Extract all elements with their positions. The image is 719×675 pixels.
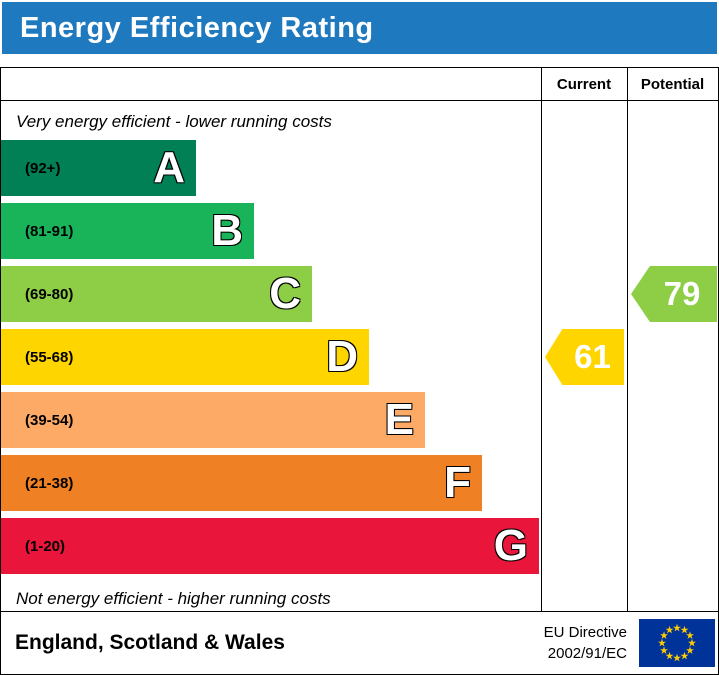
region-label: England, Scotland & Wales bbox=[15, 631, 285, 654]
band-bar-e: (39-54) E bbox=[1, 392, 425, 448]
current-column-header: Current bbox=[556, 75, 612, 93]
band-range-c: (69-80) bbox=[25, 285, 74, 303]
rating-bands: (92+) A (81-91) B (69-80) C bbox=[1, 140, 718, 581]
top-note: Very energy efficient - lower running co… bbox=[16, 112, 332, 131]
band-range-b: (81-91) bbox=[25, 222, 74, 240]
band-range-a: (92+) bbox=[25, 159, 61, 177]
title-banner: Energy Efficiency Rating bbox=[2, 2, 717, 54]
band-bar-c: (69-80) C bbox=[1, 266, 312, 322]
band-bar-g: (1-20) G bbox=[1, 518, 539, 574]
band-row-d: (55-68) D bbox=[1, 329, 718, 392]
band-letter-g: G bbox=[493, 521, 528, 570]
band-row-f: (21-38) F bbox=[1, 455, 718, 518]
eu-directive-line2: 2002/91/EC bbox=[547, 645, 627, 662]
band-row-e: (39-54) E bbox=[1, 392, 718, 455]
band-letter-e: E bbox=[384, 395, 414, 444]
current-column-divider bbox=[541, 68, 542, 611]
band-row-a: (92+) A bbox=[1, 140, 718, 203]
band-letter-f: F bbox=[444, 458, 471, 507]
band-range-f: (21-38) bbox=[25, 474, 74, 492]
current-rating-arrow: 61 bbox=[545, 329, 624, 385]
band-letter-a: A bbox=[153, 143, 185, 192]
band-bar-b: (81-91) B bbox=[1, 203, 254, 259]
header-spacer bbox=[1, 68, 541, 100]
band-range-d: (55-68) bbox=[25, 348, 74, 366]
band-bar-f: (21-38) F bbox=[1, 455, 482, 511]
band-bar-a: (92+) A bbox=[1, 140, 196, 196]
band-range-g: (1-20) bbox=[25, 537, 66, 555]
band-range-e: (39-54) bbox=[25, 411, 74, 429]
footer-bar: England, Scotland & Wales EU Directive 2… bbox=[0, 612, 719, 675]
potential-column-header: Potential bbox=[640, 75, 705, 93]
band-row-c: (69-80) C bbox=[1, 266, 718, 329]
band-row-b: (81-91) B bbox=[1, 203, 718, 266]
eu-directive-line1: EU Directive bbox=[543, 624, 627, 641]
band-letter-d: D bbox=[326, 332, 358, 381]
bottom-note: Not energy efficient - higher running co… bbox=[16, 589, 331, 608]
potential-rating-arrow: 79 bbox=[631, 266, 717, 322]
band-row-g: (1-20) G bbox=[1, 518, 718, 581]
band-letter-c: C bbox=[269, 269, 301, 318]
page-title: Energy Efficiency Rating bbox=[20, 11, 374, 44]
eu-directive-label: EU Directive 2002/91/EC bbox=[544, 622, 627, 664]
potential-column-divider bbox=[627, 68, 628, 611]
column-header-row: Current Potential bbox=[1, 68, 718, 101]
eu-flag-icon bbox=[639, 619, 715, 667]
band-bar-d: (55-68) D bbox=[1, 329, 369, 385]
chart-body: Very energy efficient - lower running co… bbox=[1, 102, 718, 611]
epc-chart: Current Potential Very energy efficient … bbox=[0, 67, 719, 612]
band-letter-b: B bbox=[211, 206, 243, 255]
